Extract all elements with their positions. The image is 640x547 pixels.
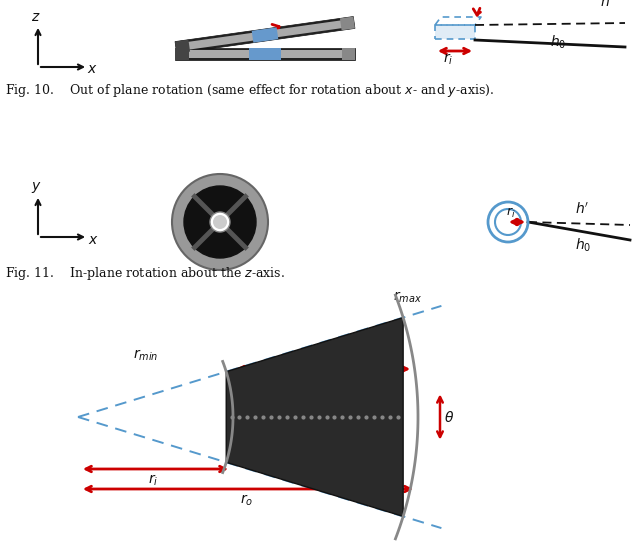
Polygon shape xyxy=(175,16,355,54)
Polygon shape xyxy=(182,20,348,50)
Circle shape xyxy=(213,215,227,229)
Text: $r_i$: $r_i$ xyxy=(506,206,516,220)
Text: $r_i$: $r_i$ xyxy=(147,473,158,488)
Text: $y$: $y$ xyxy=(31,180,42,195)
Text: $h_0$: $h_0$ xyxy=(311,350,327,368)
Text: $r_o$: $r_o$ xyxy=(240,493,253,508)
Text: $h'$: $h'$ xyxy=(600,0,614,10)
Text: $b_u$: $b_u$ xyxy=(268,380,285,398)
Text: Fig. 11.    In-plane rotation about the $z$-axis.: Fig. 11. In-plane rotation about the $z$… xyxy=(5,265,285,282)
Polygon shape xyxy=(249,48,281,60)
Polygon shape xyxy=(252,27,278,43)
Polygon shape xyxy=(435,25,475,39)
Text: $\theta$: $\theta$ xyxy=(444,410,454,425)
Text: $z$: $z$ xyxy=(31,10,41,24)
Polygon shape xyxy=(175,48,189,60)
Text: Fig. 10.    Out of plane rotation (same effect for rotation about $x$- and $y$-a: Fig. 10. Out of plane rotation (same eff… xyxy=(5,82,494,99)
Polygon shape xyxy=(340,16,355,30)
Text: $x$: $x$ xyxy=(86,62,97,76)
Polygon shape xyxy=(226,318,403,516)
Circle shape xyxy=(172,174,268,270)
Text: $r_{max}$: $r_{max}$ xyxy=(393,290,422,305)
Circle shape xyxy=(184,186,256,258)
Text: $h_0$: $h_0$ xyxy=(550,34,566,51)
Text: $r_i$: $r_i$ xyxy=(443,52,453,67)
Polygon shape xyxy=(175,40,190,54)
Polygon shape xyxy=(182,50,348,58)
Text: $h_0$: $h_0$ xyxy=(575,237,591,254)
Text: $x$: $x$ xyxy=(88,233,99,247)
Polygon shape xyxy=(342,48,355,60)
Text: $b_l$: $b_l$ xyxy=(391,409,404,427)
Circle shape xyxy=(210,212,230,232)
Text: $r_{min}$: $r_{min}$ xyxy=(133,348,158,363)
Text: $h'$: $h'$ xyxy=(575,202,589,217)
Polygon shape xyxy=(175,48,355,60)
